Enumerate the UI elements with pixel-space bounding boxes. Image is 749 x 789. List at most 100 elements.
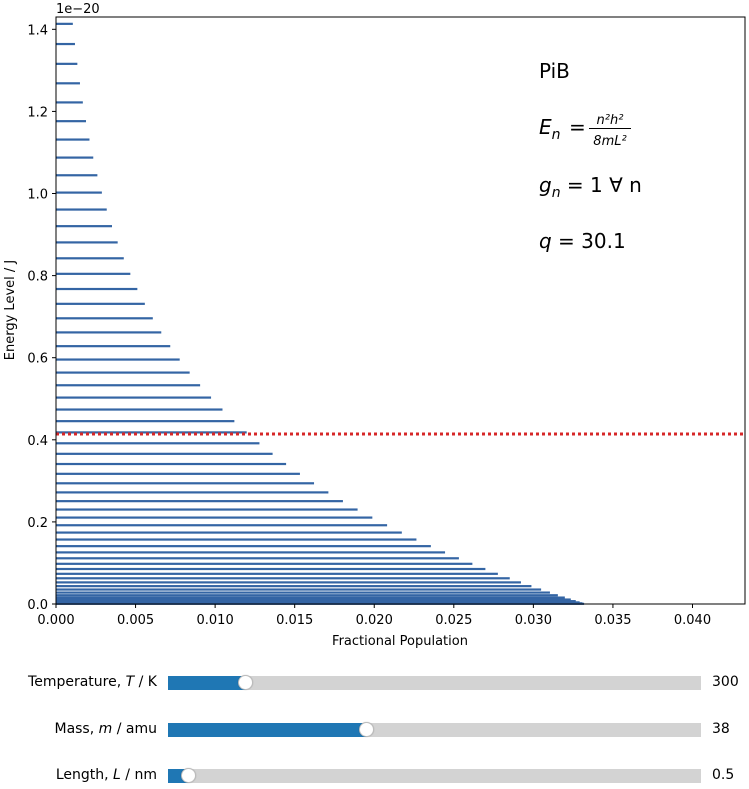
population-bar	[56, 317, 153, 320]
population-bar	[56, 408, 223, 411]
population-bar	[56, 482, 315, 485]
x-tick-label: 0.010	[197, 613, 234, 628]
temperature-slider[interactable]	[168, 675, 701, 690]
population-bar	[56, 442, 260, 445]
partition-value: = 30.1	[552, 229, 626, 253]
y-tick-label: 1.4	[27, 23, 48, 38]
x-tick-label: 0.035	[594, 613, 631, 628]
population-bar	[56, 384, 201, 387]
population-bar	[56, 562, 473, 565]
population-bar	[56, 431, 247, 434]
x-axis-label: Fractional Population	[332, 634, 468, 649]
model-label: PiB	[539, 59, 570, 83]
population-bar	[56, 598, 571, 601]
population-bar	[56, 557, 459, 560]
population-bar	[56, 585, 532, 588]
svg-text:q = 30.1: q = 30.1	[539, 229, 626, 253]
population-bar	[56, 594, 558, 597]
y-axis-label: Energy Level / J	[3, 260, 18, 360]
population-bar	[56, 156, 94, 159]
population-bar	[56, 420, 235, 423]
energy-numerator: n²h²	[597, 113, 624, 128]
mass-slider-fill	[168, 723, 367, 737]
population-bar	[56, 396, 212, 399]
degeneracy-symbol: g	[539, 173, 552, 197]
population-bar	[56, 331, 162, 334]
population-bar	[56, 591, 550, 594]
population-bar	[56, 42, 75, 46]
y-tick-label: 0.0	[27, 598, 48, 613]
degeneracy-equation: gn = 1 ∀ n	[539, 173, 642, 201]
x-tick-label: 0.030	[515, 613, 552, 628]
mass-slider-row: Mass, m / amu 38	[0, 719, 749, 743]
x-tick-label: 0.040	[674, 613, 711, 628]
population-bar	[56, 22, 73, 25]
partition-symbol: q	[539, 229, 552, 253]
population-bar	[56, 358, 180, 361]
x-axis: 0.000 0.005 0.010 0.015 0.020 0.025 0.030 0.035…	[37, 604, 711, 628]
y-tick-label: 0.8	[27, 270, 48, 285]
population-bar	[56, 551, 446, 554]
population-bar	[56, 531, 402, 534]
population-bar	[56, 174, 98, 177]
population-bar	[56, 208, 107, 211]
y-tick-label: 0.2	[27, 516, 48, 531]
degeneracy-subscript: n	[552, 185, 561, 201]
svg-text:En: En	[539, 115, 561, 143]
svg-text:gn = 1 ∀ n: gn = 1 ∀ n	[539, 173, 642, 201]
population-bar	[56, 500, 343, 503]
mass-value: 38	[712, 721, 730, 737]
svg-text:=: =	[569, 115, 586, 139]
energy-subscript: n	[552, 127, 561, 143]
population-bar	[56, 371, 190, 374]
population-bar	[56, 508, 358, 511]
population-bar	[56, 538, 417, 541]
population-bar	[56, 241, 118, 244]
y-offset-text: 1e−20	[56, 2, 100, 17]
temperature-slider-fill	[168, 676, 246, 690]
y-axis: 0.0 0.2 0.4 0.6 0.8 1.0 1.2 1.4	[27, 23, 56, 613]
length-slider-row: Length, L / nm 0.5	[0, 765, 749, 789]
y-tick-label: 1.2	[27, 105, 48, 120]
population-bar	[56, 138, 90, 141]
length-slider[interactable]	[168, 768, 701, 783]
mass-label: Mass, m / amu	[54, 721, 157, 737]
population-bar	[56, 272, 131, 275]
population-bar	[56, 581, 521, 584]
temperature-value: 300	[712, 674, 739, 690]
population-bar	[56, 452, 273, 455]
population-bar	[56, 491, 329, 494]
x-tick-label: 0.025	[435, 613, 472, 628]
energy-symbol: E	[539, 115, 552, 139]
population-bar	[56, 462, 287, 466]
population-bar	[56, 545, 431, 548]
length-value: 0.5	[712, 767, 735, 783]
length-slider-handle[interactable]	[181, 768, 197, 783]
y-tick-label: 1.0	[27, 188, 48, 203]
population-bar	[56, 596, 565, 599]
temperature-label: Temperature, T / K	[28, 674, 157, 690]
temperature-slider-row: Temperature, T / K 300	[0, 672, 749, 696]
energy-equation: En = n²h² 8mL²	[539, 113, 631, 149]
y-tick-label: 0.6	[27, 352, 48, 367]
population-bar	[56, 191, 102, 194]
population-bar	[56, 600, 576, 603]
population-bar	[56, 62, 78, 65]
population-bar	[56, 287, 138, 291]
mass-slider[interactable]	[168, 722, 701, 737]
population-bar	[56, 577, 510, 580]
mass-slider-handle[interactable]	[358, 722, 374, 737]
degeneracy-rhs: = 1 ∀ n	[561, 173, 642, 197]
population-bar	[56, 516, 373, 519]
length-label: Length, L / nm	[55, 767, 157, 783]
population-bar	[56, 588, 542, 591]
population-bar	[56, 524, 388, 527]
population-bar	[56, 101, 83, 104]
y-tick-label: 0.4	[27, 434, 48, 449]
population-bar	[56, 120, 87, 123]
population-bar	[56, 225, 112, 228]
population-bar	[56, 601, 580, 604]
temperature-slider-handle[interactable]	[237, 675, 253, 690]
plot-frame	[55, 16, 746, 605]
annotations: PiB En = n²h² 8mL² gn = 1 ∀ n q = 30.1	[539, 59, 642, 253]
